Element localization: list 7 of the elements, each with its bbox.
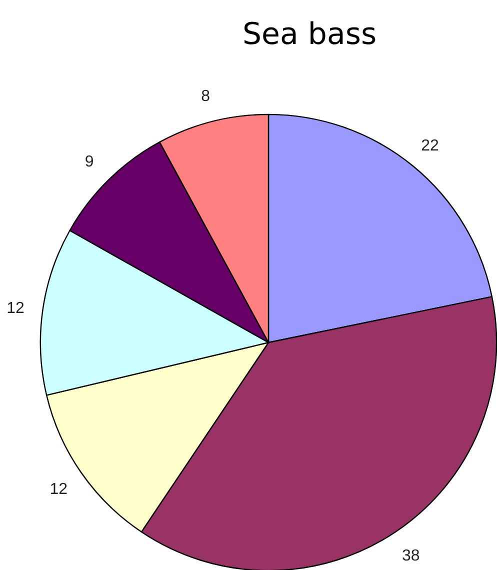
data-label: 12 bbox=[50, 481, 68, 498]
data-label: 9 bbox=[84, 154, 94, 171]
data-label: 38 bbox=[402, 548, 420, 565]
chart-title: Sea bass bbox=[242, 17, 377, 52]
data-label: 22 bbox=[421, 138, 439, 155]
data-label: 8 bbox=[201, 88, 210, 106]
data-label: 12 bbox=[6, 300, 25, 317]
